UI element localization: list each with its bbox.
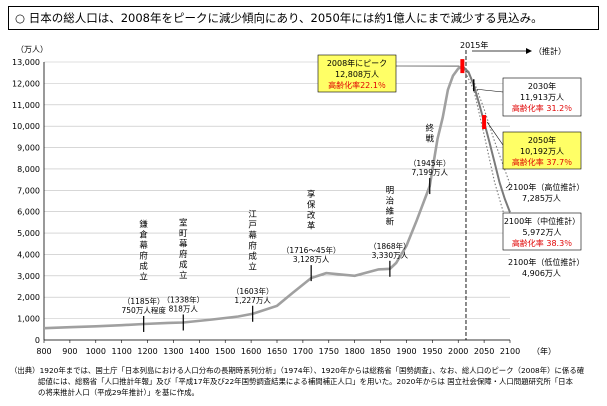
x-tick-label: 1500 [215, 347, 235, 356]
x-tick-label: 1900 [396, 347, 416, 356]
x-tick-label: 1200 [137, 347, 157, 356]
label-middle-rate: 高齢化率 38.3％ [512, 238, 572, 248]
headline-marker: ○ [15, 11, 26, 25]
callout-2050-line-1: 2050年 [528, 135, 556, 145]
period-marker-year: （1945年） [409, 158, 451, 168]
source-footnote: （出典）1920年までは、国土庁「日本列島における人口分布の長期時系列分析」（1… [10, 365, 600, 398]
period-marker-label: 鎌倉幕府成立 [139, 219, 148, 283]
y-tick-label: 10,000 [12, 122, 40, 131]
period-marker-year: （1338年） [162, 295, 204, 305]
y-unit-label: （万人） [16, 45, 48, 54]
projection-arrow-label: （推計） [534, 46, 566, 56]
callout-2050-line-2: 10,192万人 [520, 147, 564, 156]
period-marker-value: 750万人程度 [122, 305, 167, 315]
y-tick-label: 0 [35, 336, 40, 345]
period-marker-value: 3,128万人 [293, 255, 330, 264]
callout-2050-leader [486, 121, 504, 146]
label-low-value: 4,906万人 [522, 269, 561, 278]
label-middle-title: 2100年（中位推計） [504, 216, 580, 226]
y-tick-label: 5,000 [17, 229, 40, 238]
label-low-title: 2100年（低位推計） [508, 257, 584, 267]
annotation-layer: 鎌倉幕府成立 （1185年）750万人程度 室町幕府成立 （1338年）818万人 江戸… [122, 54, 584, 332]
headline-box: ○ 日本の総人口は、2008年をピークに減少傾向にあり、2050年には約1億人に… [8, 6, 599, 30]
divider-label: 2015年 [460, 40, 488, 50]
y-tick-label: 6,000 [17, 208, 40, 217]
low-projection-line [461, 65, 511, 236]
y-tick-label: 2,000 [17, 293, 40, 302]
period-marker-year: （1716～45年） [282, 245, 341, 255]
projection-arrow-head [525, 48, 532, 54]
axis-layer: 0 1,000 2,000 3,000 4,000 5,000 6,000 7,000 8,00… [12, 40, 566, 356]
peak-callout-frame [317, 54, 397, 93]
x-tick-label: 2100 [500, 347, 520, 356]
x-tick-label: 2000 [448, 347, 468, 356]
x-tick-label: 1600 [241, 347, 261, 356]
x-tick-label: 1000 [86, 347, 106, 356]
period-marker-value: 1,227万人 [234, 296, 271, 305]
period-marker-year: （1603年） [232, 286, 274, 296]
period-marker-value: 3,330万人 [372, 251, 409, 260]
period-marker-label: 享保改革 [307, 189, 316, 232]
period-marker-label: 江戸幕府成立 [248, 210, 257, 273]
period-marker-label: 明治維新 [386, 186, 395, 228]
x-tick-label: 1100 [111, 347, 131, 356]
middle-projection-line [461, 65, 511, 213]
label-high-value: 7,285万人 [522, 194, 561, 203]
x-tick-label: 1750 [319, 347, 339, 356]
callout-2030-line-1: 2030年 [528, 81, 556, 91]
y-tick-label: 11,000 [12, 101, 40, 110]
y-tick-label: 12,000 [12, 79, 40, 88]
callout-2050-line-3: 高齢化率 37.7％ [512, 157, 572, 167]
y-tick-label: 13,000 [12, 58, 40, 67]
label-high-leader [505, 183, 511, 189]
y-tick-label: 3,000 [17, 272, 40, 281]
callout-2030-leader [476, 88, 504, 93]
label-middle-frame [502, 212, 582, 251]
y-tick-label: 1,000 [17, 315, 40, 324]
x-tick-label: 1650 [267, 347, 287, 356]
headline-text: 日本の総人口は、2008年をピークに減少傾向にあり、2050年には約1億人にまで… [28, 11, 543, 25]
period-marker-year: （1185年） [123, 296, 165, 306]
y-tick-label: 4,000 [17, 250, 40, 259]
x-tick-label: 1950 [422, 347, 442, 356]
peak-callout-line-1: 2008年にピーク [327, 58, 387, 68]
period-marker-year: （1868年） [369, 241, 411, 251]
label-high-title: 2100年（高位推計） [508, 182, 584, 192]
y-tick-label: 8,000 [17, 165, 40, 174]
period-marker-label: 室町幕府成立 [179, 218, 188, 282]
x-tick-label: 900 [62, 347, 77, 356]
x-tick-label: 1850 [370, 347, 390, 356]
period-marker-value: 818万人 [169, 305, 199, 314]
footnote-line-1: （出典）1920年までは、国土庁「日本列島における人口分布の長期時系列分析」（1… [10, 366, 585, 375]
callout-2030-line-3: 高齢化率 31.2％ [512, 103, 572, 113]
x-tick-label: 1400 [189, 347, 209, 356]
grid-layer [44, 61, 510, 341]
x-tick-label: 1300 [163, 347, 183, 356]
period-marker-value: 7,199万人 [412, 168, 449, 177]
x-unit-label: （年） [532, 346, 556, 356]
footnote-line-3: の将来推計人口（平成29年推計）」を基に作成。 [38, 388, 199, 397]
label-middle-value: 5,972万人 [523, 228, 562, 237]
x-tick-label: 800 [36, 347, 51, 356]
period-marker-label: 終戦 [425, 123, 434, 145]
x-tick-label: 2050 [474, 347, 494, 356]
callout-2030-line-2: 11,913万人 [520, 93, 564, 102]
historical-population-line [43, 64, 464, 330]
x-tick-label: 1700 [293, 347, 313, 356]
callout-2050-frame [502, 131, 582, 170]
peak-marker [460, 59, 465, 74]
peak-callout-line-2: 12,808万人 [335, 70, 379, 79]
peak-callout-line-3: 高齢化率22.1％ [328, 80, 386, 90]
x-tick-label: 1800 [344, 347, 364, 356]
callout-2030-frame [502, 77, 582, 117]
marker-2050 [482, 115, 487, 130]
y-tick-label: 7,000 [17, 186, 40, 195]
series-layer [43, 64, 511, 330]
y-tick-label: 9,000 [17, 144, 40, 153]
footnote-line-2: 認値には、総務省「人口推計年報」及び「平成17年及び22年国勢調査結果による補間… [38, 377, 573, 386]
